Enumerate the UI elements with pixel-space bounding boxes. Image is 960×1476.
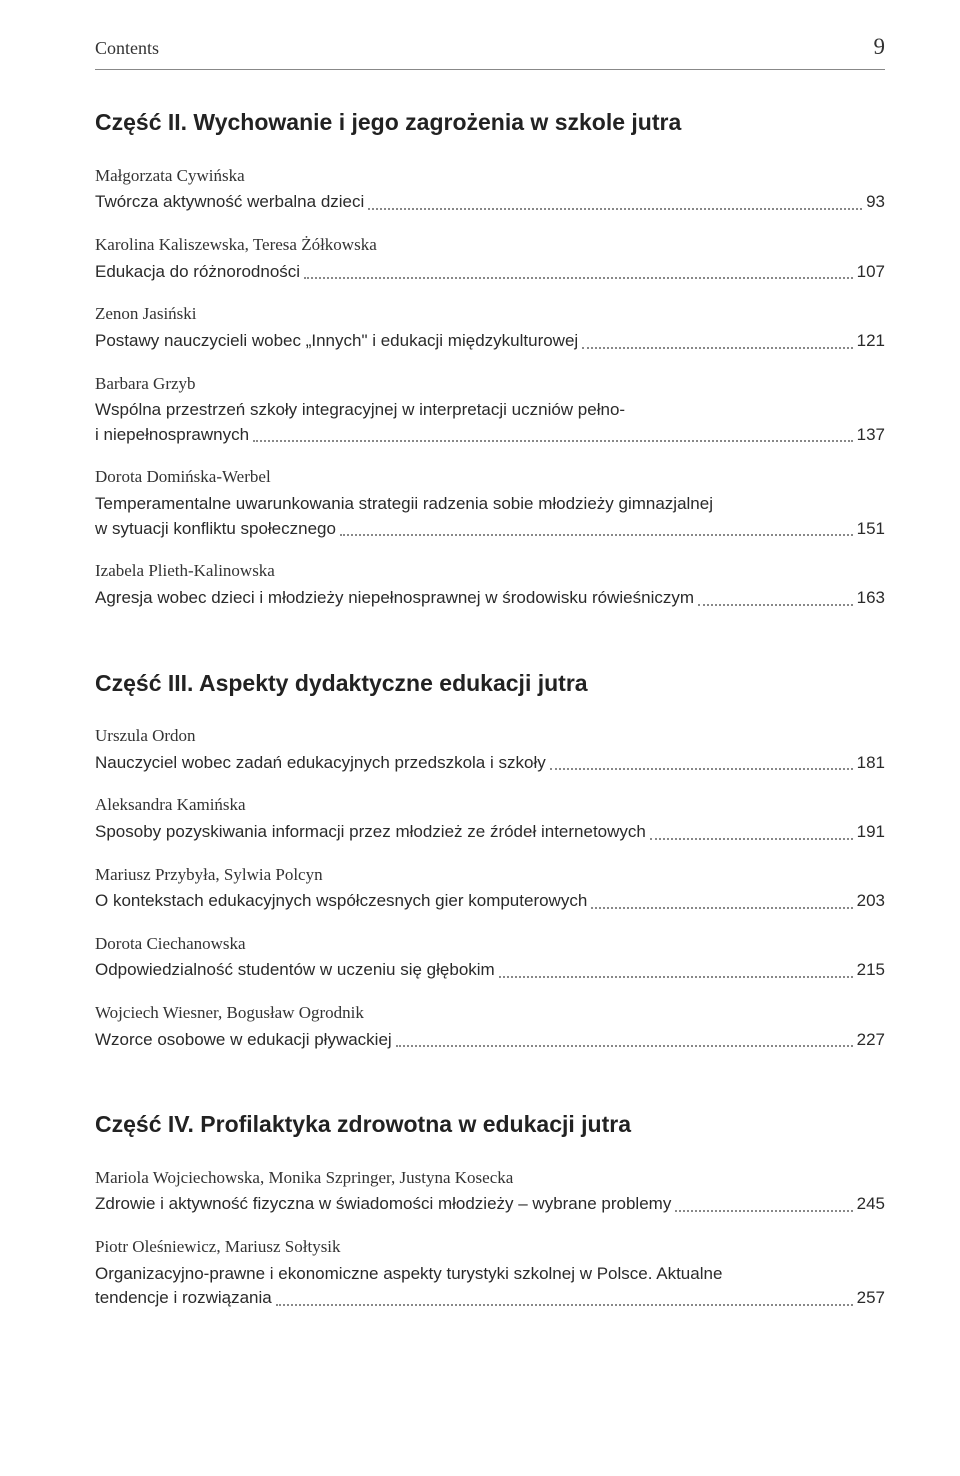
entry-author: Izabela Plieth-Kalinowska <box>95 559 885 584</box>
entry-title-row: Wzorce osobowe w edukacji pływackiej 227 <box>95 1028 885 1053</box>
entry-author: Małgorzata Cywińska <box>95 164 885 189</box>
leader-dots <box>591 907 852 909</box>
entry-title-row: tendencje i rozwiązania 257 <box>95 1286 885 1311</box>
contents-body: Część II. Wychowanie i jego zagrożenia w… <box>95 106 885 1311</box>
toc-entry: Aleksandra KamińskaSposoby pozyskiwania … <box>95 793 885 844</box>
entry-title-last-line: O kontekstach edukacyjnych współczesnych… <box>95 889 587 914</box>
entry-page-ref: 151 <box>857 517 885 542</box>
header-title: Contents <box>95 35 159 61</box>
entry-title-row: Twórcza aktywność werbalna dzieci 93 <box>95 190 885 215</box>
entry-title-last-line: Agresja wobec dzieci i młodzieży niepełn… <box>95 586 694 611</box>
entry-page-ref: 163 <box>857 586 885 611</box>
page-header: Contents 9 <box>95 30 885 70</box>
toc-entry: Karolina Kaliszewska, Teresa ŻółkowskaEd… <box>95 233 885 284</box>
toc-entry: Mariusz Przybyła, Sylwia PolcynO konteks… <box>95 863 885 914</box>
entry-author: Karolina Kaliszewska, Teresa Żółkowska <box>95 233 885 258</box>
entry-author: Mariusz Przybyła, Sylwia Polcyn <box>95 863 885 888</box>
entry-title-last-line: i niepełnosprawnych <box>95 423 249 448</box>
leader-dots <box>368 208 862 210</box>
entry-title-last-line: Sposoby pozyskiwania informacji przez mł… <box>95 820 646 845</box>
leader-dots <box>253 440 853 442</box>
toc-entry: Dorota CiechanowskaOdpowiedzialność stud… <box>95 932 885 983</box>
section-title: Część III. Aspekty dydaktyczne edukacji … <box>95 667 885 700</box>
entry-page-ref: 215 <box>857 958 885 983</box>
leader-dots <box>582 347 852 349</box>
leader-dots <box>304 277 853 279</box>
entry-author: Barbara Grzyb <box>95 372 885 397</box>
entry-page-ref: 191 <box>857 820 885 845</box>
leader-dots <box>550 768 853 770</box>
entry-title-last-line: Zdrowie i aktywność fizyczna w świadomoś… <box>95 1192 671 1217</box>
entry-page-ref: 137 <box>857 423 885 448</box>
section-title: Część II. Wychowanie i jego zagrożenia w… <box>95 106 885 139</box>
entry-page-ref: 181 <box>857 751 885 776</box>
entry-page-ref: 107 <box>857 260 885 285</box>
entry-title-line: Temperamentalne uwarunkowania strategii … <box>95 492 885 517</box>
toc-entry: Zenon JasińskiPostawy nauczycieli wobec … <box>95 302 885 353</box>
entry-title-last-line: w sytuacji konfliktu społecznego <box>95 517 336 542</box>
leader-dots <box>340 534 853 536</box>
entry-author: Zenon Jasiński <box>95 302 885 327</box>
entry-title-row: Odpowiedzialność studentów w uczeniu się… <box>95 958 885 983</box>
entry-author: Wojciech Wiesner, Bogusław Ogrodnik <box>95 1001 885 1026</box>
leader-dots <box>499 976 853 978</box>
toc-entry: Dorota Domińska-WerbelTemperamentalne uw… <box>95 465 885 541</box>
entry-author: Mariola Wojciechowska, Monika Szpringer,… <box>95 1166 885 1191</box>
entry-page-ref: 227 <box>857 1028 885 1053</box>
leader-dots <box>698 604 853 606</box>
entry-author: Urszula Ordon <box>95 724 885 749</box>
entry-title-last-line: Edukacja do różnorodności <box>95 260 300 285</box>
entry-title-last-line: tendencje i rozwiązania <box>95 1286 272 1311</box>
entry-title-last-line: Wzorce osobowe w edukacji pływackiej <box>95 1028 392 1053</box>
entry-page-ref: 203 <box>857 889 885 914</box>
entry-title-last-line: Twórcza aktywność werbalna dzieci <box>95 190 364 215</box>
toc-entry: Wojciech Wiesner, Bogusław OgrodnikWzorc… <box>95 1001 885 1052</box>
toc-entry: Barbara GrzybWspólna przestrzeń szkoły i… <box>95 372 885 448</box>
entry-title-last-line: Odpowiedzialność studentów w uczeniu się… <box>95 958 495 983</box>
entry-title-last-line: Nauczyciel wobec zadań edukacyjnych prze… <box>95 751 546 776</box>
entry-author: Dorota Domińska-Werbel <box>95 465 885 490</box>
entry-page-ref: 121 <box>857 329 885 354</box>
leader-dots <box>650 838 853 840</box>
entry-page-ref: 93 <box>866 190 885 215</box>
leader-dots <box>276 1304 853 1306</box>
section-title: Część IV. Profilaktyka zdrowotna w eduka… <box>95 1108 885 1141</box>
entry-title-row: O kontekstach edukacyjnych współczesnych… <box>95 889 885 914</box>
entry-title-row: Zdrowie i aktywność fizyczna w świadomoś… <box>95 1192 885 1217</box>
leader-dots <box>396 1045 853 1047</box>
entry-author: Piotr Oleśniewicz, Mariusz Sołtysik <box>95 1235 885 1260</box>
toc-entry: Izabela Plieth-KalinowskaAgresja wobec d… <box>95 559 885 610</box>
entry-title-row: w sytuacji konfliktu społecznego 151 <box>95 517 885 542</box>
leader-dots <box>675 1210 852 1212</box>
entry-author: Dorota Ciechanowska <box>95 932 885 957</box>
entry-title-row: Sposoby pozyskiwania informacji przez mł… <box>95 820 885 845</box>
entry-title-row: Edukacja do różnorodności 107 <box>95 260 885 285</box>
entry-author: Aleksandra Kamińska <box>95 793 885 818</box>
entry-title-line: Organizacyjno-prawne i ekonomiczne aspek… <box>95 1262 885 1287</box>
entry-title-row: Nauczyciel wobec zadań edukacyjnych prze… <box>95 751 885 776</box>
toc-entry: Małgorzata CywińskaTwórcza aktywność wer… <box>95 164 885 215</box>
toc-entry: Piotr Oleśniewicz, Mariusz SołtysikOrgan… <box>95 1235 885 1311</box>
toc-entry: Urszula OrdonNauczyciel wobec zadań eduk… <box>95 724 885 775</box>
entry-title-row: Agresja wobec dzieci i młodzieży niepełn… <box>95 586 885 611</box>
entry-title-last-line: Postawy nauczycieli wobec „Innych" i edu… <box>95 329 578 354</box>
header-page-number: 9 <box>874 30 886 63</box>
entry-page-ref: 245 <box>857 1192 885 1217</box>
entry-title-row: i niepełnosprawnych 137 <box>95 423 885 448</box>
entry-title-line: Wspólna przestrzeń szkoły integracyjnej … <box>95 398 885 423</box>
toc-entry: Mariola Wojciechowska, Monika Szpringer,… <box>95 1166 885 1217</box>
entry-title-row: Postawy nauczycieli wobec „Innych" i edu… <box>95 329 885 354</box>
entry-page-ref: 257 <box>857 1286 885 1311</box>
